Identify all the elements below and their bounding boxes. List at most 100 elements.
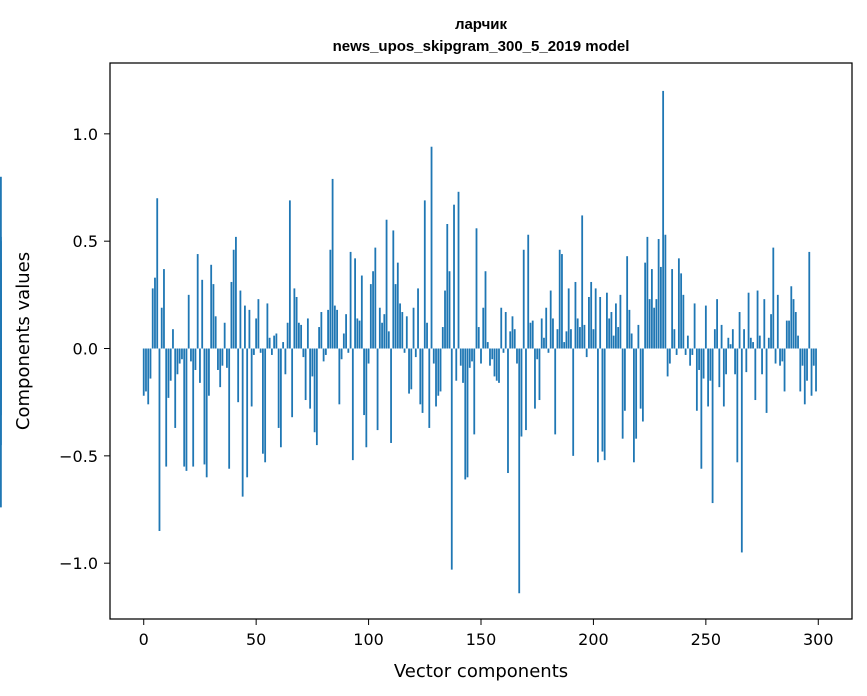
bar-129	[432, 348, 435, 364]
bar-29	[208, 348, 210, 396]
y-tick-label: −1.0	[59, 554, 98, 573]
bar-276	[763, 299, 766, 349]
bar-53	[262, 348, 264, 454]
bar-265	[738, 312, 741, 349]
bar-94	[354, 258, 356, 349]
bar-21	[190, 348, 192, 362]
bar-187	[563, 342, 566, 349]
bar-149	[477, 327, 480, 349]
bar-120	[412, 307, 415, 349]
bar-33	[217, 348, 219, 370]
bar-43	[239, 290, 242, 349]
bar-185	[558, 249, 561, 349]
bar-69	[297, 322, 300, 349]
bar-213	[621, 348, 624, 439]
bar-246	[695, 348, 698, 411]
bar-167	[518, 348, 521, 594]
bar-298	[812, 348, 815, 366]
bar-288	[790, 286, 793, 349]
bar-71	[302, 348, 305, 358]
bar-281	[774, 348, 777, 364]
bar-257	[720, 324, 723, 349]
bar-133	[441, 327, 444, 349]
bar-251	[707, 348, 709, 407]
bar-14	[174, 348, 177, 428]
bar-297	[810, 348, 813, 396]
bar-250	[704, 305, 707, 349]
bar-52	[259, 348, 262, 353]
bar-235	[671, 269, 674, 349]
bar-12	[169, 348, 172, 381]
bar-32	[214, 316, 217, 349]
bar-268	[745, 348, 748, 373]
bar-55	[266, 303, 269, 349]
bar-2	[147, 348, 150, 405]
bar-274	[758, 335, 761, 349]
bar-97	[360, 275, 363, 349]
bar-261	[729, 344, 732, 349]
bar-189	[567, 288, 570, 349]
bar-227	[653, 307, 656, 349]
bar-277	[765, 348, 768, 413]
bars-group	[0, 90, 817, 594]
bar-30	[210, 264, 213, 349]
bar-63	[284, 348, 287, 375]
bar-24	[196, 254, 199, 349]
bar-242	[686, 335, 689, 349]
bar-193	[576, 318, 579, 349]
bar-244	[691, 348, 694, 355]
bar-284	[781, 348, 784, 362]
bar-186	[561, 254, 563, 349]
bar-87	[338, 348, 341, 405]
bar-215	[626, 256, 629, 349]
bar-64	[286, 322, 289, 349]
bar-180	[547, 348, 550, 353]
bar-191	[572, 348, 575, 456]
bar-169	[522, 249, 525, 349]
bar-153	[486, 342, 489, 349]
bar-121	[414, 348, 417, 358]
bar-220	[637, 324, 640, 349]
bar-36	[223, 322, 226, 349]
bar-237	[675, 348, 678, 355]
bar-240	[682, 294, 685, 349]
bar-134	[444, 290, 446, 349]
bar-231	[662, 90, 665, 349]
bar-266	[740, 348, 743, 553]
bar-75	[311, 348, 314, 377]
bar-13	[172, 329, 174, 349]
bar-104	[376, 348, 379, 431]
bar-195	[581, 215, 584, 349]
bar-224	[646, 236, 649, 349]
bar-19	[185, 348, 188, 471]
bar-219	[635, 348, 638, 439]
bar-262	[731, 329, 734, 349]
bar-229	[657, 239, 660, 349]
bar-194	[579, 327, 581, 349]
bar-183	[554, 348, 557, 435]
bar-218	[633, 348, 635, 463]
bar-98	[363, 348, 365, 416]
bar-156	[493, 348, 496, 377]
bar-100	[367, 348, 370, 364]
bar-91	[347, 348, 350, 353]
bar-128	[430, 146, 433, 349]
bar-232	[664, 234, 667, 349]
bar-151	[482, 307, 485, 349]
bar-84	[331, 178, 334, 349]
bar-48	[250, 348, 253, 407]
y-axis-ticks: −1.0 −0.5 0.0 0.5 1.0	[59, 125, 110, 573]
bar-34	[219, 348, 222, 388]
bar-286	[785, 320, 788, 349]
bar-undefined	[0, 348, 2, 416]
bar-202	[597, 348, 599, 463]
bar-113	[396, 262, 399, 349]
bar-95	[356, 318, 359, 349]
bar-40	[232, 249, 235, 349]
bar-255	[716, 299, 718, 349]
bar-57	[270, 348, 273, 355]
bar-27	[203, 348, 206, 465]
bar-47	[248, 309, 251, 349]
bar-263	[734, 348, 736, 375]
